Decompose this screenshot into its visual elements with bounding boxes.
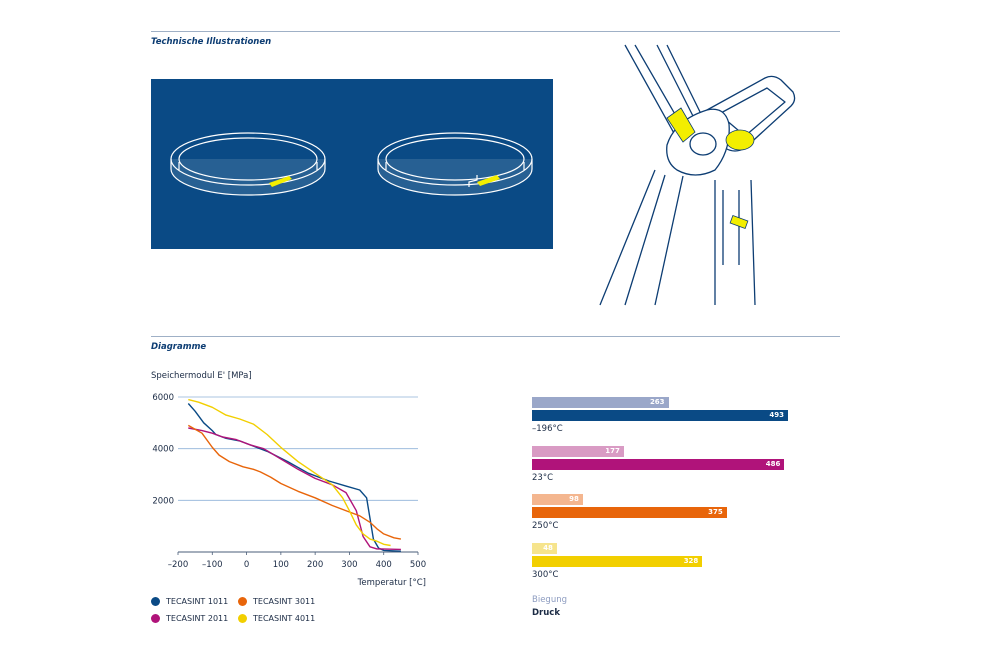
- legend-label: TECASINT 3011: [253, 597, 316, 606]
- y-tick-label: 4000: [152, 445, 174, 455]
- turbine-bearing-accents: [666, 107, 755, 230]
- bar-druck-2: 375: [532, 507, 727, 518]
- bar-legend-biegung: Biegung: [532, 595, 567, 605]
- legend-item-tecasint-1011: TECASINT 1011: [151, 597, 228, 606]
- x-tick-label: 200: [307, 560, 323, 570]
- piston-ring-illustration: [151, 79, 553, 249]
- series-line-tecasint-3011: [187, 424, 402, 540]
- ring-step-accent: [477, 175, 500, 186]
- bar-value-label: 177: [605, 447, 620, 455]
- piston-rings-drawing: [170, 132, 533, 196]
- bar-druck-3: 328: [532, 556, 703, 567]
- bar-biegung-2: 98: [532, 494, 583, 505]
- bar-biegung-0: 263: [532, 397, 669, 408]
- legend-swatch: [238, 614, 247, 623]
- turbine-nacelle: [706, 75, 796, 152]
- series-line-tecasint-2011: [188, 427, 401, 551]
- turbine-blade-upper-right: [656, 44, 704, 121]
- bar-value-label: 493: [769, 411, 784, 419]
- legend-item-tecasint-3011: TECASINT 3011: [238, 597, 315, 606]
- top-divider: [151, 31, 840, 32]
- legend-label: TECASINT 4011: [253, 614, 316, 623]
- bar-value-label: 48: [543, 544, 553, 552]
- piston-ring-straight-joint: [170, 132, 326, 196]
- y-tick-label: 2000: [152, 496, 174, 506]
- legend-swatch: [151, 597, 160, 606]
- bar-category-label: 300°C: [532, 570, 559, 580]
- legend-label: TECASINT 1011: [166, 597, 229, 606]
- ring-joint-accent: [269, 176, 292, 187]
- bar-category-label: 23°C: [532, 473, 554, 483]
- bar-value-label: 375: [708, 508, 723, 516]
- legend-label: TECASINT 2011: [166, 614, 229, 623]
- legend-swatch: [238, 597, 247, 606]
- bar-value-label: 98: [569, 495, 579, 503]
- bar-biegung-3: 48: [532, 543, 557, 554]
- bar-value-label: 486: [765, 460, 781, 468]
- series-line-tecasint-4011: [188, 398, 391, 547]
- x-tick-label: 100: [273, 560, 289, 570]
- bar-category-label: –196°C: [532, 424, 563, 434]
- legend-swatch: [151, 614, 160, 623]
- legend-item-tecasint-2011: TECASINT 2011: [151, 614, 228, 623]
- y-tick-label: 6000: [152, 393, 174, 403]
- wind-turbine-illustration: [599, 44, 796, 306]
- turbine-blade-lower: [599, 169, 684, 306]
- bar-biegung-1: 177: [532, 446, 624, 457]
- x-tick-label: 300: [341, 560, 357, 570]
- bar-legend-druck: Druck: [532, 608, 560, 618]
- turbine-tower: [714, 179, 756, 306]
- x-tick-label: 400: [376, 560, 392, 570]
- series-line-tecasint-1011: [187, 403, 401, 552]
- x-tick-label: –200: [168, 560, 188, 570]
- bar-value-label: 263: [649, 398, 665, 406]
- piston-ring-step-joint: [377, 132, 533, 196]
- x-tick-label: –100: [202, 560, 222, 570]
- storage-modulus-line-chart: 2000 4000 6000 –200 –100 0 100 200 300 400 500 Temp…: [152, 393, 426, 588]
- x-tick-label: 500: [410, 560, 426, 570]
- line-chart-y-axis-label: Speichermodul E' [MPa]: [151, 371, 252, 381]
- x-tick-label: 0: [244, 560, 249, 570]
- bar-category-label: 250°C: [532, 521, 559, 531]
- middle-divider: [151, 336, 840, 337]
- x-axis-label: Temperatur [°C]: [357, 578, 426, 588]
- bar-value-label: 328: [683, 557, 699, 565]
- illustrations-section-title: Technische Illustrationen: [151, 37, 272, 47]
- legend-item-tecasint-4011: TECASINT 4011: [238, 614, 315, 623]
- bar-druck-1: 486: [532, 459, 785, 470]
- diagrams-section-title: Diagramme: [151, 342, 207, 352]
- bar-druck-0: 493: [532, 410, 788, 421]
